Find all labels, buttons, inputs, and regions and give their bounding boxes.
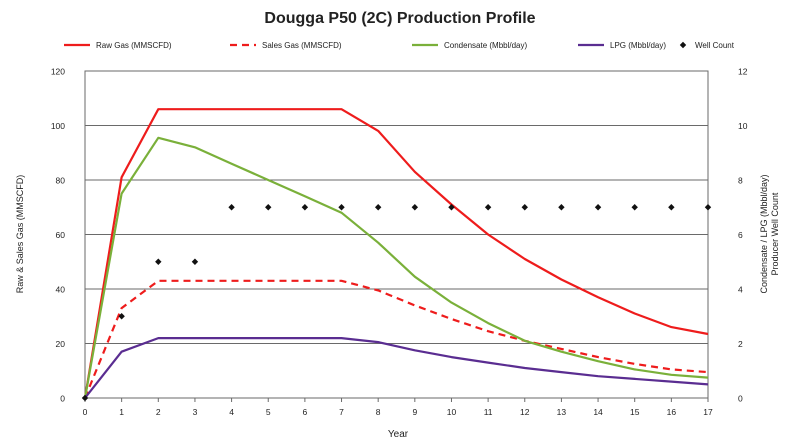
series-well-count [81, 204, 712, 402]
x-tick-label: 14 [593, 407, 603, 417]
y-right-tick-label: 0 [738, 394, 743, 404]
y-axis-right-label: Condensate / LPG (Mbbl/day)Producer Well… [759, 174, 780, 293]
legend-item-raw-gas-mmscfd: Raw Gas (MMSCFD) [64, 41, 172, 50]
y-left-tick-label: 20 [56, 339, 66, 349]
right-axis-ticks: 0 2 4 6 8 10 12 [738, 67, 748, 404]
well-count-marker [594, 204, 602, 211]
x-tick-label: 7 [339, 407, 344, 417]
series-layer [81, 108, 712, 402]
y-axis-right-label-line: Condensate / LPG (Mbbl/day) [759, 174, 769, 293]
condensate-mbbl-day-line [83, 136, 709, 399]
y-left-tick-label: 40 [56, 285, 66, 295]
well-count-marker [521, 204, 528, 211]
series-condensate-mbbl-day [83, 136, 709, 399]
y-right-tick-label: 10 [738, 121, 748, 131]
well-count-marker [448, 204, 455, 211]
well-count-marker [118, 313, 125, 320]
legend-item-condensate-mbbl-day: Condensate (Mbbl/day) [412, 41, 527, 50]
plot-frame [84, 70, 709, 399]
well-count-marker [155, 258, 162, 265]
well-count-marker [338, 204, 345, 211]
well-count-marker [191, 258, 199, 265]
x-axis-ticks: 0 1 2 3 4 5 6 7 8 9 10 11 12 13 14 15 16 17 [83, 398, 713, 417]
well-count-marker [558, 204, 565, 211]
x-axis-label: Year [388, 429, 409, 440]
x-tick-label: 10 [447, 407, 457, 417]
x-tick-label: 17 [703, 407, 713, 417]
legend-label: Condensate (Mbbl/day) [444, 41, 527, 50]
x-tick-label: 2 [156, 407, 161, 417]
raw-gas-mmscfd-line [83, 108, 709, 399]
lpg-mbbl-day-line [84, 337, 709, 399]
x-tick-label: 6 [303, 407, 308, 417]
well-count-marker [704, 204, 712, 211]
x-tick-label: 4 [229, 407, 234, 417]
series-raw-gas-mmscfd [83, 108, 709, 399]
x-tick-label: 16 [667, 407, 677, 417]
well-count-marker [668, 204, 675, 211]
well-count-marker [374, 204, 382, 211]
y-axis-right-label-line: Producer Well Count [770, 192, 780, 275]
y-right-tick-label: 8 [738, 176, 743, 186]
x-tick-label: 9 [412, 407, 417, 417]
x-tick-label: 3 [193, 407, 198, 417]
y-left-tick-label: 60 [56, 230, 66, 240]
y-left-tick-label: 0 [60, 394, 65, 404]
legend-label: LPG (Mbbl/day) [610, 41, 666, 50]
legend-swatch [679, 41, 687, 49]
legend-item-sales-gas-mmscfd: Sales Gas (MMSCFD) [230, 41, 342, 50]
legend-item-well-count: Well Count [679, 41, 735, 50]
x-tick-label: 0 [83, 407, 88, 417]
series-lpg-mbbl-day [84, 337, 709, 399]
y-right-tick-label: 12 [738, 67, 748, 77]
series-sales-gas-mmscfd [83, 279, 709, 399]
gridlines [85, 70, 708, 344]
y-right-tick-label: 6 [738, 230, 743, 240]
y-right-tick-label: 4 [738, 285, 743, 295]
legend-label: Raw Gas (MMSCFD) [96, 41, 172, 50]
well-count-marker [228, 204, 235, 211]
y-axis-left-label: Raw & Sales Gas (MMSCFD) [15, 175, 25, 294]
y-left-tick-label: 100 [51, 121, 65, 131]
plot-border [84, 70, 709, 399]
x-tick-label: 1 [119, 407, 124, 417]
chart-legend: Raw Gas (MMSCFD) Sales Gas (MMSCFD) Conden… [64, 41, 735, 50]
x-tick-label: 5 [266, 407, 271, 417]
well-count-marker [484, 204, 492, 211]
well-count-marker [631, 204, 638, 211]
legend-item-lpg-mbbl-day: LPG (Mbbl/day) [578, 41, 666, 50]
y-left-tick-label: 120 [51, 67, 65, 77]
well-count-marker [301, 204, 309, 211]
well-count-marker [81, 394, 89, 402]
x-tick-label: 15 [630, 407, 640, 417]
x-tick-label: 13 [557, 407, 567, 417]
legend-label: Sales Gas (MMSCFD) [262, 41, 342, 50]
left-axis-ticks: 0 20 40 60 80 100 120 [51, 67, 65, 404]
well-count-marker [265, 204, 272, 211]
sales-gas-mmscfd-line [83, 279, 709, 399]
chart-title: Dougga P50 (2C) Production Profile [264, 10, 535, 27]
legend-label: Well Count [695, 41, 735, 50]
x-tick-label: 8 [376, 407, 381, 417]
x-tick-label: 11 [484, 407, 493, 417]
y-left-tick-label: 80 [56, 176, 66, 186]
y-right-tick-label: 2 [738, 339, 743, 349]
x-tick-label: 12 [520, 407, 530, 417]
well-count-marker [411, 204, 419, 211]
